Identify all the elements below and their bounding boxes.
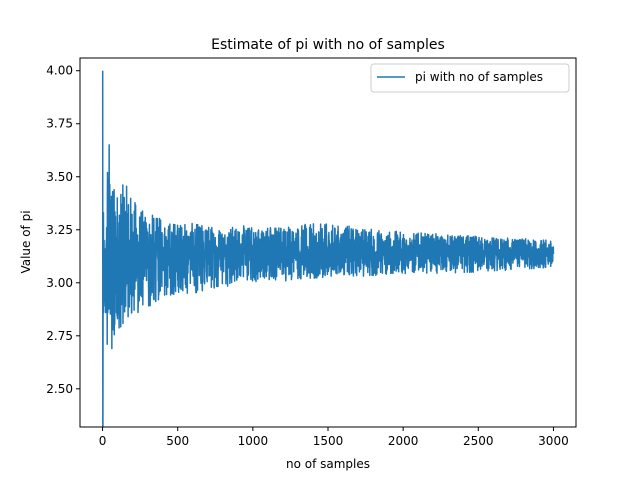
legend: pi with no of samples [370,63,570,93]
series-line [101,70,555,427]
y-axis-title: Value of pi [19,210,33,273]
y-tick-label: 3.75 [46,117,73,131]
x-axis: 0 500 1000 1500 2000 2500 3000 [99,427,569,448]
x-tick-label: 500 [166,434,189,448]
x-tick-label: 1500 [313,434,344,448]
chart-title: Estimate of pi with no of samples [211,37,445,53]
y-tick-label: 3.00 [46,276,73,290]
x-axis-title: no of samples [286,457,370,471]
y-tick-label: 2.75 [46,329,73,343]
y-tick-label: 3.25 [46,223,73,237]
x-tick-label: 3000 [538,434,569,448]
y-tick-label: 3.50 [46,170,73,184]
y-tick-label: 2.50 [46,382,73,396]
x-tick-label: 0 [99,434,107,448]
legend-box [370,63,570,93]
x-tick-label: 1000 [238,434,269,448]
legend-label: pi with no of samples [415,70,543,84]
plot-area [101,70,555,427]
x-tick-label: 2500 [463,434,494,448]
y-axis: 2.50 2.75 3.00 3.25 3.50 3.75 4.00 [46,64,80,396]
x-tick-label: 2000 [388,434,419,448]
y-tick-label: 4.00 [46,64,73,78]
